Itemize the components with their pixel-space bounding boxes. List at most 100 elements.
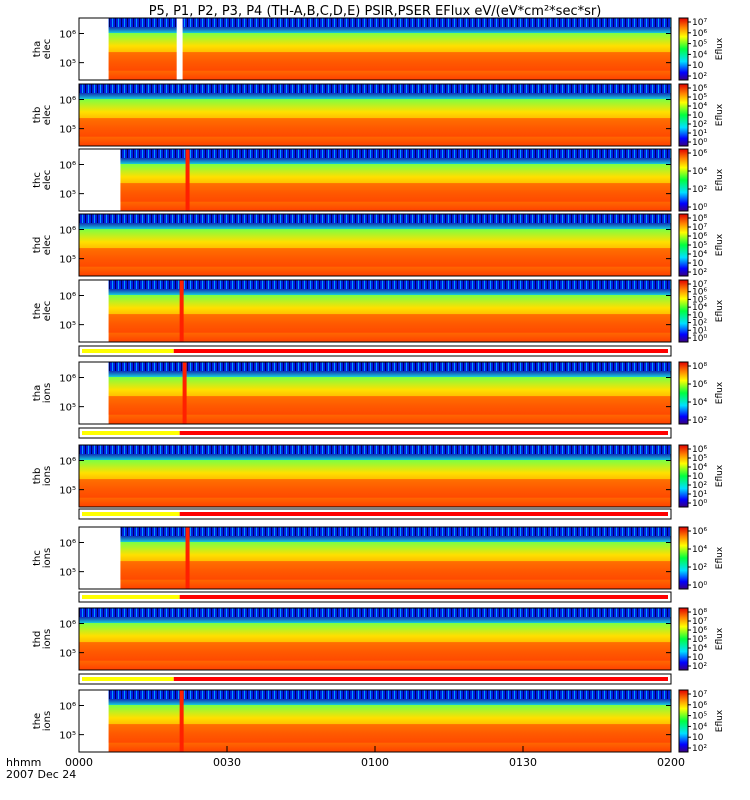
- top-noise-strip: [79, 84, 671, 93]
- colorbar-title: Eflux: [715, 168, 725, 191]
- y-axis-label: thd elec: [32, 235, 53, 256]
- spike-line: [180, 690, 184, 752]
- y-tick-label: 10⁶: [59, 292, 76, 303]
- top-noise-strip: [109, 362, 671, 371]
- colorbar: [679, 84, 688, 146]
- y-tick-label: 10⁶: [59, 226, 76, 237]
- low-count-strip: [79, 454, 671, 460]
- panels: 10⁶10⁵tha elec10⁷10⁶10⁵10⁴10⁳10²Eflux10⁶1…: [32, 18, 725, 754]
- y-label-species: elec: [42, 105, 53, 126]
- colorbar-title-wrap: Eflux: [715, 299, 725, 322]
- colorbar-tick-label: 10⁰: [692, 499, 707, 509]
- colorbar-title-wrap: Eflux: [715, 546, 725, 569]
- panel-thd-elec: 10⁶10⁵thd elec10⁸10⁷10⁶10⁵10⁴10⁳10²Eflux: [32, 214, 725, 278]
- colorbar-title-wrap: Eflux: [715, 709, 725, 732]
- y-tick-label: 10⁵: [59, 190, 76, 201]
- y-tick-label: 10⁶: [59, 374, 76, 385]
- colorbar-tick-label: 10⁰: [692, 203, 707, 213]
- colorbar-title: Eflux: [715, 233, 725, 256]
- panel-the-elec: 10⁶10⁵the elec10⁷10⁶10⁵10⁴10⁳10²10¹10⁰Efl…: [32, 280, 725, 344]
- colorbar: [679, 445, 688, 507]
- colorbar-title: Eflux: [715, 546, 725, 569]
- colorbar-tick-label: 10⁰: [692, 334, 707, 344]
- colorbar-tick-label: 10⁷: [692, 18, 707, 28]
- y-axis-label: thc elec: [32, 170, 53, 191]
- mode-bar-red: [180, 512, 668, 516]
- colorbar-tick-label: 10⁶: [692, 527, 707, 537]
- panel-thb-ions: 10⁶10⁵thb ions10⁶10⁵10⁴10⁳10²10¹10⁰Eflux: [32, 445, 725, 509]
- mode-bar-yellow: [82, 349, 174, 353]
- colorbar-tick-label: 10⁳: [692, 733, 704, 743]
- high-flux-band: [120, 183, 671, 202]
- panel-thc-ions: 10⁶ 10⁵ thc ions 10⁶ 10⁴ 10² 10⁰ Eflux: [32, 527, 725, 591]
- y-tick-label: 10⁵: [59, 59, 76, 70]
- colorbar-tick-label: 10⁶: [692, 29, 707, 39]
- colorbar-title: Eflux: [715, 709, 725, 732]
- x-tick-label: 0030: [213, 756, 241, 769]
- high-flux-band: [109, 314, 671, 333]
- top-noise-strip: [109, 18, 671, 27]
- low-count-strip: [120, 536, 671, 542]
- colorbar-tick-label: 10⁴: [692, 167, 707, 177]
- colorbar-tick-label: 10²: [692, 268, 707, 278]
- colorbar-title: Eflux: [715, 299, 725, 322]
- x-tick-label: 0200: [657, 756, 685, 769]
- mode-bar: [79, 346, 671, 356]
- y-tick-label: 10⁵: [59, 125, 76, 136]
- y-label-species: elec: [42, 235, 53, 256]
- colorbar-title-wrap: Eflux: [715, 233, 725, 256]
- high-flux-band: [109, 396, 671, 415]
- colorbar-tick-label: 10²: [692, 72, 707, 82]
- panel-tha-elec: 10⁶10⁵tha elec10⁷10⁶10⁵10⁴10⁳10²Eflux: [32, 18, 725, 82]
- y-tick-label: 10⁶: [59, 539, 76, 550]
- top-noise-strip: [120, 149, 671, 158]
- spike-line: [183, 362, 187, 424]
- colorbar: [679, 362, 688, 424]
- colorbar: [679, 214, 688, 276]
- y-label-species: elec: [42, 301, 53, 322]
- y-label-species: elec: [42, 39, 53, 60]
- colorbar: [679, 608, 688, 670]
- colorbar-tick-label: 10⁶: [692, 149, 707, 159]
- mode-bar-yellow: [82, 512, 180, 516]
- spike-line: [180, 280, 184, 342]
- high-flux-band: [109, 52, 671, 71]
- colorbar: [679, 280, 688, 342]
- high-flux-band: [120, 561, 671, 580]
- y-tick-label: 10⁵: [59, 568, 76, 579]
- mode-bar-red: [174, 349, 668, 353]
- high-flux-band: [79, 642, 671, 661]
- figure-title: P5, P1, P2, P3, P4 (TH-A,B,C,D,E) PSIR,P…: [149, 4, 602, 19]
- x-tick-label: 0100: [361, 756, 389, 769]
- colorbar-tick-label: 10⁳: [692, 61, 704, 71]
- y-axis-label: the ions: [32, 711, 53, 731]
- y-label-species: ions: [42, 629, 53, 649]
- top-noise-strip: [79, 445, 671, 454]
- x-tick-label: 0130: [509, 756, 537, 769]
- mode-bar-red: [174, 677, 668, 681]
- low-count-strip: [109, 27, 671, 33]
- y-tick-label: 10⁶: [59, 620, 76, 631]
- colorbar-tick-label: 10⁴: [692, 545, 707, 555]
- spectrogram-figure: P5, P1, P2, P3, P4 (TH-A,B,C,D,E) PSIR,P…: [0, 0, 750, 800]
- low-count-strip: [120, 158, 671, 164]
- low-count-strip: [109, 699, 671, 705]
- mode-bar-red: [180, 595, 668, 599]
- colorbar-tick-label: 10⁰: [692, 581, 707, 591]
- colorbar-title-wrap: Eflux: [715, 381, 725, 404]
- y-tick-label: 10⁶: [59, 702, 76, 713]
- y-tick-label: 10⁵: [59, 649, 76, 660]
- mode-bar: [79, 674, 671, 684]
- mode-bar-yellow: [82, 431, 180, 435]
- y-label-species: ions: [42, 548, 53, 568]
- y-axis-label: thb elec: [32, 105, 53, 126]
- colorbar-tick-label: 10²: [692, 185, 707, 195]
- panel-thb-elec: 10⁶10⁵thb elec10⁶10⁵10⁴10⁳10²10¹10⁰Eflux: [32, 84, 725, 148]
- spike-line: [186, 527, 190, 589]
- low-count-strip: [79, 617, 671, 623]
- colorbar-title: Eflux: [715, 37, 725, 60]
- mode-bar: [79, 428, 671, 438]
- low-count-strip: [109, 289, 671, 295]
- colorbar-tick-label: 10⁵: [692, 40, 707, 50]
- colorbar: [679, 18, 688, 80]
